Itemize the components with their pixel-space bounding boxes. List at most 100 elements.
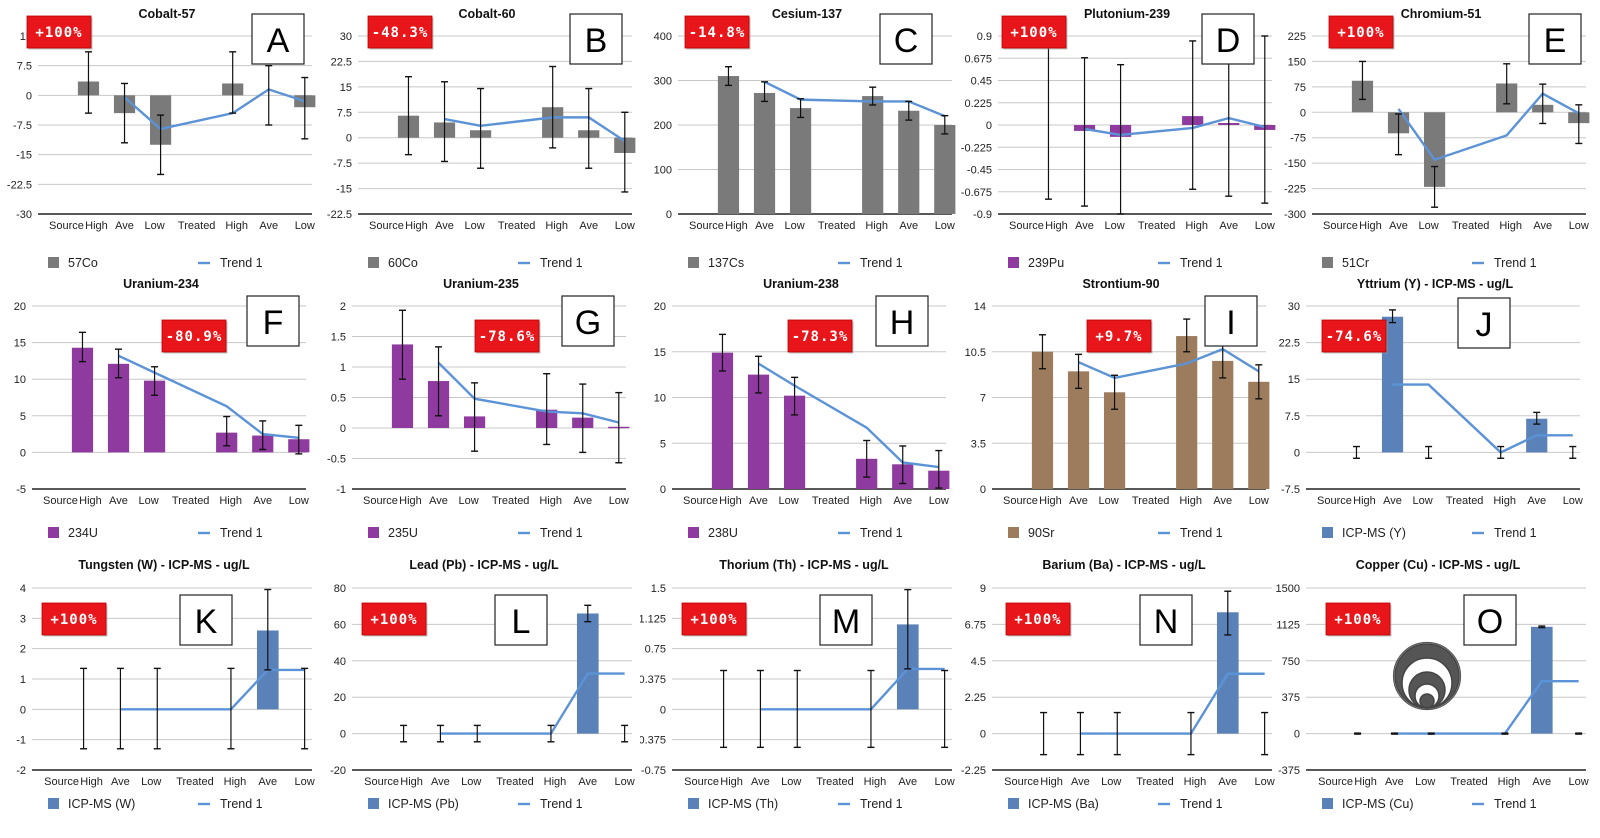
x-category-label: High — [1185, 220, 1208, 232]
y-tick-label: 4 — [20, 583, 26, 595]
legend-swatch — [1322, 798, 1333, 809]
chart-title: Copper (Cu) - ICP-MS - ug/L — [1356, 558, 1521, 572]
error-bar — [78, 331, 86, 363]
x-category-label: High — [539, 495, 562, 507]
x-category-label: Ave — [253, 495, 272, 507]
error-bar — [400, 724, 408, 743]
error-bar — [941, 669, 949, 749]
y-tick-label: 20 — [654, 301, 666, 313]
panel-letter-text: A — [267, 22, 290, 60]
panel-letter-text: B — [585, 22, 608, 60]
error-bar — [1575, 104, 1583, 145]
x-category-label: Ave — [258, 776, 277, 788]
error-bar — [720, 669, 728, 749]
error-bar — [867, 669, 875, 749]
x-category-label: High — [1493, 495, 1516, 507]
error-bar — [899, 445, 907, 485]
panel-letter-label: C — [879, 13, 933, 65]
percent-change-text: +100% — [35, 25, 82, 41]
error-bar — [793, 669, 801, 749]
legend-swatch — [688, 798, 699, 809]
chart-svg: Plutonium-239 0.9 0.675 0.45 0.225 0 -0.225 -0.… — [961, 7, 1276, 270]
y-tick-label: 0 — [986, 120, 992, 132]
x-category-label: High — [720, 776, 743, 788]
x-category-label: High — [225, 220, 248, 232]
legend-swatch — [368, 798, 379, 809]
x-category-label: Source — [1318, 776, 1353, 788]
legend-series-label: 137Cs — [708, 256, 744, 270]
trend-line — [1078, 347, 1260, 380]
y-tick-label: 400 — [654, 31, 672, 43]
bar — [753, 92, 776, 214]
legend-series-label: 90Sr — [1028, 526, 1054, 540]
y-tick-label: -2.25 — [961, 765, 986, 777]
x-category-label: High — [1045, 220, 1068, 232]
y-tick-label: 20 — [334, 692, 346, 704]
bar — [934, 125, 956, 214]
x-category-label: High — [400, 776, 423, 788]
y-tick-label: -0.675 — [961, 187, 992, 199]
y-tick-label: -300 — [1284, 209, 1306, 221]
x-category-label: Source — [44, 776, 79, 788]
x-category-label: Ave — [1075, 220, 1094, 232]
bar — [1031, 351, 1054, 489]
legend-swatch — [368, 527, 379, 538]
x-category-label: Low — [289, 495, 309, 507]
panel-letter-text: E — [1544, 22, 1567, 60]
y-tick-label: 15 — [14, 338, 26, 350]
y-tick-label: 1 — [20, 674, 26, 686]
percent-change-badge: -78.6% — [474, 319, 541, 354]
chart-panel-o: Copper (Cu) - ICP-MS - ug/L 1500 1125 750 37… — [1274, 545, 1594, 821]
x-category-label: High — [864, 776, 887, 788]
x-category-label: Treated — [176, 776, 214, 788]
y-tick-label: 3 — [20, 613, 26, 625]
error-bar — [904, 588, 912, 670]
x-category-label: High — [405, 220, 428, 232]
chart-title: Cobalt-57 — [139, 7, 196, 21]
trend-line — [757, 362, 939, 469]
y-tick-label: 0 — [660, 704, 666, 716]
error-bar — [1183, 318, 1191, 353]
y-tick-label: 150 — [1288, 56, 1306, 68]
y-tick-label: -0.225 — [961, 142, 992, 154]
y-tick-label: -0.5 — [327, 454, 346, 466]
bar — [71, 347, 94, 453]
error-bar — [157, 114, 165, 176]
y-tick-label: 2.25 — [965, 692, 986, 704]
error-bar — [223, 415, 231, 447]
chart-panel-l: Lead (Pb) - ICP-MS - ug/L 80 60 40 20 0 -20 Sou… — [320, 545, 640, 821]
legend-series-label: 235U — [388, 526, 418, 540]
chart-panel-f: Uranium-234 20 15 10 5 0 -5 Source High Ave Low Tre… — [0, 270, 320, 546]
x-category-label: Ave — [755, 220, 774, 232]
x-category-label: Low — [615, 776, 635, 788]
legend-swatch — [368, 257, 379, 268]
y-tick-label: 40 — [334, 656, 346, 668]
x-category-label: Ave — [749, 495, 768, 507]
percent-change-text: -78.3% — [792, 329, 849, 345]
y-tick-label: -1 — [16, 735, 26, 747]
error-bar — [115, 348, 123, 379]
panel-letter-text: G — [575, 304, 601, 342]
y-tick-label: 0.375 — [640, 674, 666, 686]
error-bar — [1081, 57, 1089, 207]
x-category-label: Low — [1104, 220, 1124, 232]
y-tick-label: 22.5 — [331, 56, 352, 68]
y-tick-label: 300 — [654, 76, 672, 88]
error-bar — [1431, 165, 1439, 208]
legend-series-label: 57Co — [68, 256, 98, 270]
y-tick-label: 0.9 — [977, 31, 992, 43]
y-tick-label: 0 — [340, 729, 346, 741]
panel-letter-label: D — [1201, 13, 1255, 65]
y-tick-label: 75 — [1294, 82, 1306, 94]
x-category-label: Low — [464, 220, 484, 232]
x-category-label: Ave — [1071, 776, 1090, 788]
x-category-label: Source — [684, 776, 719, 788]
error-bar — [301, 76, 309, 140]
y-tick-label: 20 — [14, 301, 26, 313]
panel-letter-label: L — [494, 594, 548, 646]
chart-title: Uranium-234 — [123, 277, 199, 291]
y-tick-label: 22.5 — [1279, 338, 1300, 350]
y-tick-label: 7.5 — [337, 107, 352, 119]
